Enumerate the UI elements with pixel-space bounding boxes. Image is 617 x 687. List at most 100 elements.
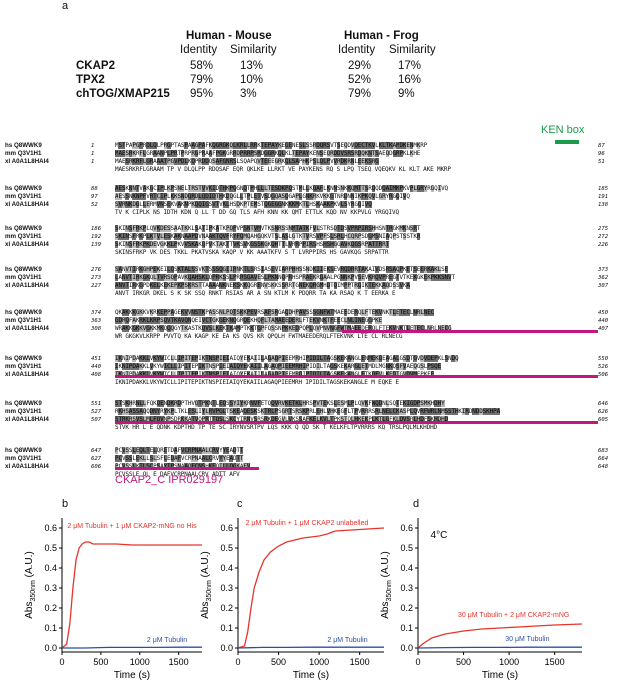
y-tick-label: 0.0: [220, 643, 233, 653]
sequence-name: xl A0A1L8HAI4: [5, 463, 49, 470]
sequence-residues: SVRNKDGLLERMVNSEKVAKNPKQQIGSVTVKLHSDKPTE…: [115, 201, 372, 208]
y-axis-label: Abs350nm (A.U.): [24, 551, 37, 619]
sequence-residues: MAESRKRFLGRAANPLPRTPRPRGPRAAFPGKGRRDPRRP…: [115, 150, 421, 157]
cell-tpx2-frog-identity: 52%: [348, 74, 372, 86]
alignment-row: xl A0A1L8HAI4 227 ANVTIRKGPDKELKEKEPKPSKRS…: [0, 282, 617, 290]
sequence-end-index: 191: [598, 194, 609, 200]
x-tick-label: 0: [235, 657, 240, 667]
panel-b-letter: b: [62, 498, 69, 510]
blue-series-label: 2 μM Tubulin: [147, 637, 187, 644]
y-tick-label: 0.6: [220, 523, 233, 533]
domain-bar-1: [342, 330, 598, 333]
sequence-name: hs Q8WWK9: [5, 309, 42, 316]
panel-c-letter: c: [237, 498, 243, 510]
alignment-row: mm Q3V1H1 440 IKNIPDAKKLVKYWICLLIPITEPIKTN…: [0, 363, 617, 371]
sequence-start-index: 308: [91, 326, 102, 332]
domain-bar-3: [115, 421, 598, 424]
sequence-start-index: 1: [91, 159, 95, 165]
sequence-end-index: 138: [598, 202, 609, 208]
consensus-line: MAESRKRFLGRAAM TP V DLQLPP RDQSAF EQR QK…: [115, 166, 451, 173]
sequence-name: xl A0A1L8HAI4: [5, 201, 49, 208]
sequence-end-index: 605: [598, 417, 609, 423]
alignment-row: hs Q8WWK9 451 IKNIPDAKKLVKYWICLLIPITEPIKTN…: [0, 355, 617, 363]
sequence-name: xl A0A1L8HAI4: [5, 241, 49, 248]
panel-d-letter: d: [413, 498, 420, 510]
sequence-end-index: 407: [598, 326, 609, 332]
alignment-row: hs Q8WWK9 374 QKAKKKGKKVKRKEPPAGEKVVNSTKPA…: [0, 309, 617, 317]
y-tick-label: 0.6: [44, 523, 57, 533]
series-line-blue: [417, 646, 582, 649]
series-line-blue: [62, 646, 202, 649]
y-tick-label: 0.1: [400, 623, 413, 633]
sequence-residues: PCVSSLEKLLSLSFLEDAFVCRPNAALCRVYYEADTT: [115, 455, 244, 462]
series-line-blue: [237, 646, 384, 649]
sequence-start-index: 440: [91, 364, 102, 370]
y-tick-label: 0.3: [400, 583, 413, 593]
sequence-residues: SKINSFRKPLKTVLESKAKNAAPDVNAAKTQVFRYFQMQA…: [115, 233, 421, 240]
cell-ckap2-mouse-similarity: 13%: [240, 60, 264, 72]
domain-bar-2: [115, 375, 598, 378]
sequence-end-index: 646: [598, 401, 609, 407]
sequence-start-index: 451: [91, 356, 102, 362]
alignment-row: mm Q3V1H1 97 AESSNKNPFVRTCIPLKKSNDQRDLQDID…: [0, 193, 617, 201]
y-tick-label: 0.5: [44, 543, 57, 553]
row-label-chtog: chTOG/XMAP215: [76, 88, 170, 100]
sequence-end-index: 226: [598, 242, 609, 248]
sequence-residues: MAESRKRFLGRAAATPGVPDLKQPRDDQSAFGNRSLSQAP…: [115, 158, 379, 165]
y-tick-label: 0.1: [220, 623, 233, 633]
alignment-row: hs Q8WWK9 186 SKINSFRKPLQVKDESSAATKKLSATIP…: [0, 225, 617, 233]
red-series-label: 30 μM Tubulin + 2 μM CKAP2-mNG: [458, 612, 569, 619]
group-header-human-frog: Human - Frog: [344, 30, 419, 42]
x-tick-label: 1500: [350, 657, 370, 667]
blue-series-label: 2 μM Tubulin: [327, 637, 367, 644]
y-axis-label: Abs350nm (A.U.): [200, 551, 213, 619]
absorbance-chart: 0.0 0.1 0.2 0.3 0.4 0.5 0.6 0 500 1000 1500 Time (s…: [24, 518, 202, 681]
sequence-end-index: 362: [598, 275, 609, 281]
alignment-row: xl A0A1L8HAI4 52 SVRNKDGLLERMVNSEKVAKNPKQQ…: [0, 201, 617, 209]
ken-box-bar: [555, 140, 579, 144]
y-tick-label: 0.3: [44, 583, 57, 593]
y-tick-label: 0.3: [220, 583, 233, 593]
sequence-residues: PCVSSLKTLSCPSAYIPSNAAQECNSHKEQILLQGKAFV: [115, 463, 595, 471]
x-axis-label: Time (s): [482, 670, 518, 681]
sequence-start-index: 139: [91, 242, 102, 248]
red-series-label: 2 μM Tubulin + 1 μM CKAP2-mNG no His: [67, 523, 197, 530]
sequence-residues: IKNIPDAKKLVKYWICLLIPITEPIKTNSPIEIAIQYEKA…: [115, 371, 595, 379]
sequence-start-index: 374: [91, 310, 102, 316]
absorbance-chart: 0.0 0.1 0.2 0.3 0.4 0.5 0.6 0 500 1000 1500 Time (s…: [380, 518, 583, 681]
cell-ckap2-frog-similarity: 17%: [398, 60, 422, 72]
sequence-start-index: 186: [91, 226, 102, 232]
ken-box-label: KEN box: [541, 124, 585, 136]
alignment-row: hs Q8WWK9 647 PCVSSLEQLTELQRETDAFVCRPNAALC…: [0, 447, 617, 455]
sequence-end-index: 96: [598, 151, 605, 157]
sequence-residues: STSKHRNLLFQKQENDKRDPTHVQTPKNTLEQSSYIYKRN…: [115, 400, 445, 407]
alignment-row: hs Q8WWK9 276 SANVTIRKGHPEKEILQSKTALSSVKTS…: [0, 266, 617, 274]
y-axis-label: Abs350nm (A.U.): [380, 551, 393, 619]
x-tick-label: 1500: [545, 657, 565, 667]
row-label-ckap2: CKAP2: [76, 60, 115, 72]
sequence-start-index: 52: [91, 202, 98, 208]
sequence-residues: SKINSFRKPLQVKDESSAATKKLSATIPKATKPQPVPSNT…: [115, 225, 421, 232]
consensus-line: IKNIPDAKKLVKYWICLLIPITEPIKTNSPIEIAIQYEKA…: [115, 379, 399, 386]
plot-d: 0.0 0.1 0.2 0.3 0.4 0.5 0.6 0 500 1000 1500 Time (s…: [376, 512, 590, 682]
sequence-start-index: 97: [91, 194, 98, 200]
y-tick-label: 0.5: [400, 543, 413, 553]
sequence-name: mm Q3V1H1: [5, 408, 42, 415]
alignment-row: mm Q3V1H1 192 SKINSFRKPLKTVLESKAKNAAPDVNAA…: [0, 233, 617, 241]
sequence-name: xl A0A1L8HAI4: [5, 158, 49, 165]
series-line-red: [417, 623, 583, 649]
subheader-identity-frog: Identity: [338, 44, 376, 56]
sequence-end-index: 275: [598, 226, 609, 232]
alignment-row: hs Q8WWK9 1 MSTPAPGPRDLQLPRGPTASPAAGPAFKQG…: [0, 142, 617, 150]
absorbance-chart: 0.0 0.1 0.2 0.3 0.4 0.5 0.6 0 500 1000 1500 Time (s…: [200, 518, 385, 681]
sequence-end-index: 307: [598, 283, 609, 289]
sequence-residues: IKNIPDAKKLVKYWICLLIPITEPIKTNSPIEIAIQYEKA…: [115, 355, 459, 362]
y-tick-label: 0.1: [44, 623, 57, 633]
cell-chtog-frog-identity: 79%: [348, 88, 372, 100]
x-tick-label: 1000: [130, 657, 150, 667]
sequence-name: mm Q3V1H1: [5, 455, 42, 462]
sequence-residues: RKHSASSAQQDNYRYKPLTKLESLIYLRVPGLTSKEAQES…: [115, 408, 501, 415]
sequence-end-index: 440: [598, 318, 609, 324]
sequence-name: mm Q3V1H1: [5, 150, 42, 157]
subheader-identity-mouse: Identity: [180, 44, 218, 56]
